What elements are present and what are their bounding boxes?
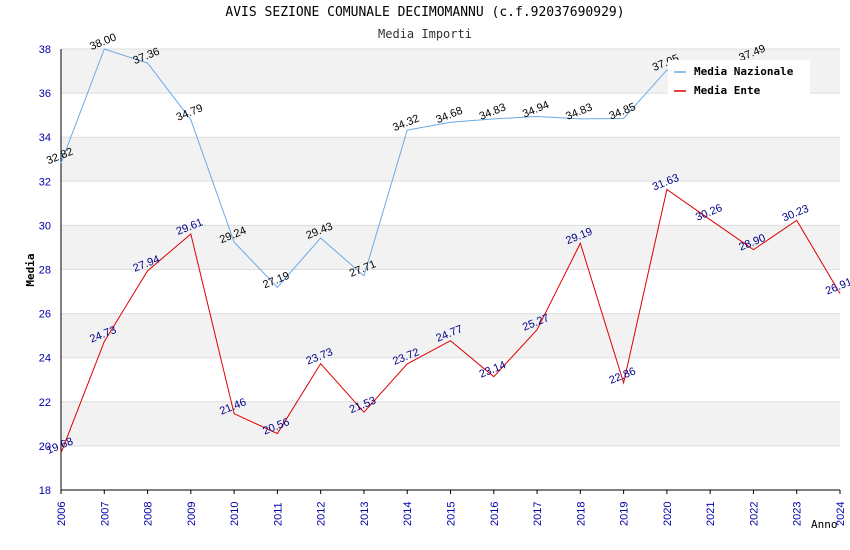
x-tick-label: 2014: [402, 502, 414, 526]
x-tick-label: 2016: [489, 502, 501, 526]
legend-box: [668, 60, 810, 96]
x-tick-label: 2009: [186, 502, 198, 526]
legend-entry: Media Nazionale: [694, 65, 794, 78]
y-tick-label: 18: [39, 485, 51, 497]
chart-title: AVIS SEZIONE COMUNALE DECIMOMANNU (c.f.9…: [225, 5, 625, 20]
plot-band: [61, 357, 840, 402]
series-lines: [60, 48, 841, 454]
y-tick-label: 34: [39, 132, 51, 144]
y-tick-label: 28: [39, 265, 51, 277]
x-tick-label: 2018: [575, 502, 587, 526]
x-tick-label: 2010: [229, 502, 241, 526]
x-tick-label: 2006: [56, 502, 68, 526]
x-axis-label: Anno: [811, 518, 838, 531]
x-tick-label: 2020: [662, 502, 674, 526]
series-line-nazionale: [60, 48, 754, 289]
plot-band: [61, 269, 840, 314]
x-tick-label: 2022: [748, 502, 760, 526]
x-tick-label: 2013: [359, 502, 371, 526]
legend: Media Nazionale Media Ente: [668, 60, 810, 97]
x-tick-label: 2019: [619, 502, 631, 526]
x-tick-label: 2012: [316, 502, 328, 526]
x-tick-label: 2008: [143, 502, 155, 526]
plot-band: [61, 137, 840, 182]
legend-entry: Media Ente: [694, 84, 761, 97]
x-tick-label: 2021: [705, 502, 717, 526]
y-tick-label: 32: [39, 176, 51, 188]
x-tick-label: 2007: [99, 502, 111, 526]
plot-band: [61, 401, 840, 446]
y-tick-label: 26: [39, 309, 51, 321]
chart-subtitle: Media Importi: [378, 27, 472, 41]
series-line-ente: [60, 188, 841, 454]
plot-bands: [61, 49, 840, 490]
y-tick-label: 30: [39, 220, 51, 232]
plot-band: [61, 93, 840, 138]
y-tick-label: 22: [39, 397, 51, 409]
plot-band: [61, 225, 840, 270]
y-axis-label: Media: [24, 253, 37, 286]
x-tick-label: 2023: [792, 502, 804, 526]
plot-band: [61, 181, 840, 226]
y-tick-label: 24: [39, 353, 51, 365]
y-tick-label: 20: [39, 441, 51, 453]
y-tick-label: 38: [39, 44, 51, 56]
y-tick-label: 36: [39, 88, 51, 100]
plot-band: [61, 445, 840, 490]
x-tick-label: 2015: [446, 502, 458, 526]
x-tick-label: 2011: [272, 502, 284, 526]
x-tick-label: 2017: [532, 502, 544, 526]
x-tick-label: 2024: [835, 502, 847, 526]
plot-band: [61, 313, 840, 358]
